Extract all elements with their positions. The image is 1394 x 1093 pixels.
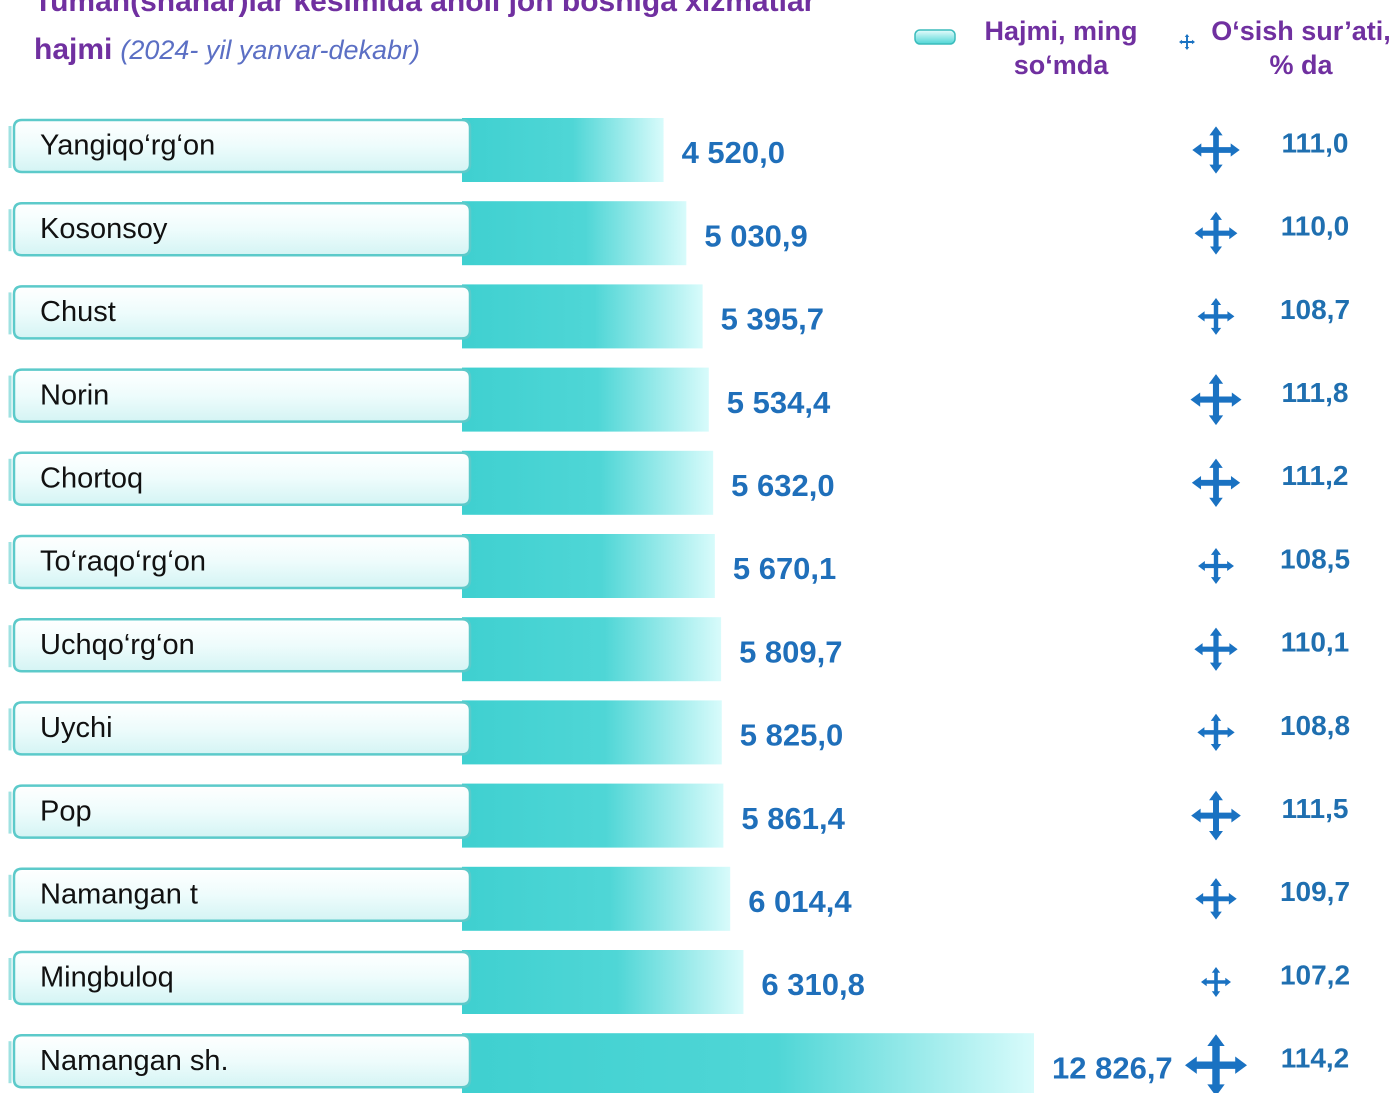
value-label: 6 014,4 bbox=[748, 884, 852, 919]
growth-marker bbox=[1194, 627, 1238, 671]
category-box-shape bbox=[12, 784, 472, 839]
category-label: Yangiqo‘rg‘on bbox=[40, 130, 215, 162]
bar bbox=[462, 866, 731, 931]
category-label: Pop bbox=[40, 795, 92, 827]
category-box bbox=[8, 451, 472, 507]
growth-marker bbox=[1191, 458, 1241, 507]
growth-label: 111,2 bbox=[1282, 460, 1349, 491]
category-box bbox=[8, 617, 472, 673]
value-label: 5 825,0 bbox=[740, 718, 843, 753]
growth-marker bbox=[1190, 374, 1242, 426]
legend-marker bbox=[1179, 34, 1195, 50]
category-box-shape bbox=[12, 285, 472, 340]
value-label: 5 534,4 bbox=[727, 385, 831, 420]
value-label: 12 826,7 bbox=[1052, 1050, 1173, 1085]
category-box-shape bbox=[12, 950, 472, 1006]
category-box bbox=[8, 534, 472, 590]
category-box bbox=[8, 784, 472, 839]
category-label: Mingbuloq bbox=[40, 962, 174, 994]
growth-label: 108,8 bbox=[1280, 710, 1350, 741]
legend-marker-shape bbox=[1179, 34, 1195, 50]
category-box-shape bbox=[12, 201, 472, 257]
legend-label: Hajmi, ming so‘mda bbox=[984, 16, 1138, 80]
growth-label: 110,0 bbox=[1281, 211, 1350, 242]
category-label: Uchqo‘rg‘on bbox=[40, 629, 195, 661]
category-box-shape bbox=[12, 118, 472, 174]
category-box-shape bbox=[12, 617, 472, 673]
category-box-shape bbox=[12, 867, 472, 923]
legend-label: O‘sish sur’ati, % da bbox=[1211, 16, 1391, 80]
category-box bbox=[8, 285, 472, 340]
category-box bbox=[8, 118, 472, 174]
growth-label: 111,0 bbox=[1282, 127, 1349, 158]
chart-subtitle: (2024- yil yanvar-dekabr) bbox=[120, 35, 420, 65]
category-label: Chust bbox=[40, 296, 116, 328]
growth-label: 110,1 bbox=[1281, 627, 1350, 658]
growth-label: 108,7 bbox=[1280, 294, 1350, 325]
bar bbox=[462, 783, 724, 848]
category-box bbox=[8, 867, 472, 923]
category-box-shape bbox=[12, 534, 472, 590]
category-box bbox=[8, 950, 472, 1006]
growth-label: 111,5 bbox=[1282, 793, 1349, 824]
growth-marker bbox=[1195, 878, 1237, 920]
bar bbox=[462, 118, 664, 182]
growth-marker bbox=[1197, 297, 1235, 335]
growth-marker bbox=[1192, 126, 1240, 174]
category-label: Kosonsoy bbox=[40, 213, 168, 245]
value-label: 5 861,4 bbox=[741, 801, 845, 836]
chart-title: Tuman(shahar)lar kesimida aholi jon bosh… bbox=[34, 0, 914, 74]
bar bbox=[462, 1033, 1034, 1093]
category-label: To‘raqo‘rg‘on bbox=[40, 546, 206, 578]
category-box-shape bbox=[12, 1033, 472, 1089]
category-label: Namangan t bbox=[40, 878, 198, 910]
growth-label: 108,5 bbox=[1280, 543, 1350, 574]
category-box-shape bbox=[12, 368, 472, 423]
category-box bbox=[8, 1033, 472, 1089]
growth-label: 107,2 bbox=[1280, 959, 1350, 990]
growth-label: 109,7 bbox=[1280, 876, 1350, 907]
bar bbox=[462, 700, 722, 765]
value-label: 5 632,0 bbox=[731, 468, 834, 503]
legend-swatch bbox=[914, 29, 956, 45]
bar bbox=[462, 201, 687, 266]
bar bbox=[462, 950, 744, 1014]
bar bbox=[462, 534, 715, 598]
category-box bbox=[8, 368, 472, 423]
bar bbox=[462, 367, 709, 432]
bar bbox=[462, 284, 703, 349]
category-label: Namangan sh. bbox=[40, 1045, 229, 1077]
value-label: 5 670,1 bbox=[733, 551, 836, 586]
category-box-shape bbox=[12, 451, 472, 507]
value-label: 5 395,7 bbox=[721, 302, 824, 337]
category-box bbox=[8, 701, 472, 756]
category-label: Uychi bbox=[40, 712, 113, 744]
category-label: Norin bbox=[40, 379, 109, 411]
growth-marker bbox=[1191, 790, 1241, 841]
growth-marker bbox=[1185, 1034, 1247, 1093]
value-label: 6 310,8 bbox=[761, 967, 864, 1002]
growth-label: 114,2 bbox=[1281, 1043, 1350, 1074]
growth-label: 111,8 bbox=[1282, 377, 1349, 408]
bar bbox=[462, 450, 714, 515]
bar bbox=[462, 617, 722, 682]
growth-marker bbox=[1197, 713, 1235, 752]
value-label: 5 809,7 bbox=[739, 634, 842, 669]
title-text: Tuman(shahar)lar kesimida aholi jon bosh… bbox=[34, 0, 816, 66]
growth-marker bbox=[1194, 211, 1238, 255]
category-box-shape bbox=[12, 701, 472, 756]
category-label: Chortoq bbox=[40, 462, 143, 494]
growth-marker bbox=[1198, 548, 1234, 584]
category-box bbox=[8, 201, 472, 257]
value-label: 4 520,0 bbox=[682, 135, 785, 170]
value-label: 5 030,9 bbox=[704, 218, 807, 253]
growth-marker bbox=[1201, 967, 1231, 997]
